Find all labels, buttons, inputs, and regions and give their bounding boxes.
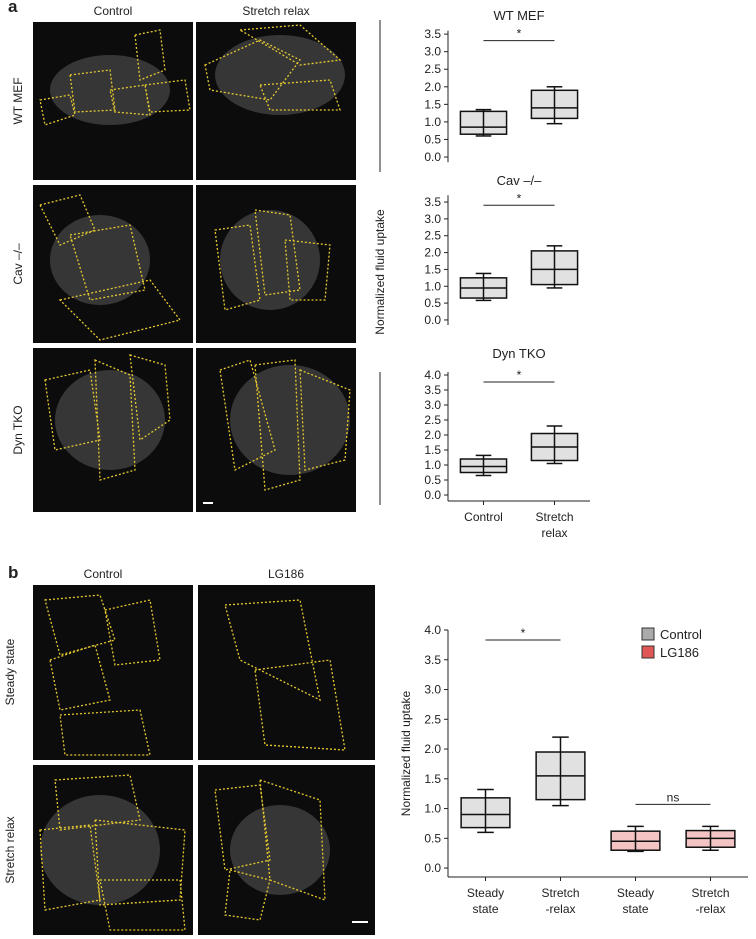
y-axis-label: Normalized fluid uptake — [373, 209, 387, 335]
row-label: Steady state — [3, 638, 17, 705]
y-tick-label: 3.5 — [424, 27, 441, 41]
micrographs-b — [33, 585, 375, 935]
y-tick-label: 0.0 — [424, 313, 441, 327]
x-tick-label: Steady state — [617, 886, 654, 916]
significance-label: * — [521, 626, 526, 640]
y-tick-label: 0.0 — [424, 861, 441, 875]
row-label: Dyn TKO — [11, 405, 25, 454]
y-tick-label: 3.5 — [424, 653, 441, 667]
y-tick-label: 1.5 — [424, 443, 441, 457]
y-tick-label: 2.0 — [424, 742, 441, 756]
y-tick-label: 0.5 — [424, 831, 441, 845]
micrographs-a — [33, 22, 356, 512]
column-label: Control — [84, 567, 123, 581]
y-tick-label: 0.0 — [424, 488, 441, 502]
y-tick-label: 1.0 — [424, 802, 441, 816]
chart-title: Dyn TKO — [492, 346, 545, 361]
y-tick-label: 0.5 — [424, 132, 441, 146]
y-tick-label: 2.5 — [424, 229, 441, 243]
y-tick-label: 3.0 — [424, 398, 441, 412]
column-label: Control — [94, 4, 133, 18]
x-tick-label: Stretch -relax — [691, 886, 729, 916]
column-label: LG186 — [268, 567, 304, 581]
row-label: Stretch relax — [3, 816, 17, 883]
y-tick-label: 2.5 — [424, 413, 441, 427]
column-label: Stretch relax — [242, 4, 309, 18]
legend-swatch — [641, 627, 655, 641]
significance-label: * — [517, 368, 522, 382]
y-tick-label: 4.0 — [424, 368, 441, 382]
y-tick-label: 3.0 — [424, 683, 441, 697]
y-tick-label: 2.5 — [424, 712, 441, 726]
y-tick-label: 1.0 — [424, 279, 441, 293]
x-tick-label: Stretch -relax — [541, 886, 579, 916]
y-tick-label: 0.5 — [424, 473, 441, 487]
y-tick-label: 3.0 — [424, 45, 441, 59]
y-axis-label: Normalized fluid uptake — [399, 690, 413, 816]
y-tick-label: 1.5 — [424, 97, 441, 111]
y-tick-label: 1.5 — [424, 262, 441, 276]
y-tick-label: 2.0 — [424, 80, 441, 94]
y-tick-label: 0.0 — [424, 150, 441, 164]
y-tick-label: 2.0 — [424, 428, 441, 442]
row-label: WT MEF — [11, 77, 25, 124]
significance-label: * — [517, 27, 522, 41]
chart-title: WT MEF — [493, 8, 544, 23]
y-tick-label: 3.0 — [424, 212, 441, 226]
y-tick-label: 4.0 — [424, 623, 441, 637]
x-tick-label: Steady state — [467, 886, 504, 916]
chart-title: Cav –/– — [497, 173, 543, 188]
y-tick-label: 2.0 — [424, 246, 441, 260]
y-tick-label: 0.5 — [424, 296, 441, 310]
legend-swatch — [641, 645, 655, 659]
x-tick-label: Control — [464, 510, 503, 524]
y-tick-label: 1.5 — [424, 772, 441, 786]
y-tick-label: 3.5 — [424, 383, 441, 397]
legend-label: Control — [660, 627, 702, 642]
y-tick-label: 1.0 — [424, 115, 441, 129]
significance-label: ns — [667, 790, 680, 804]
row-label: Cav –/– — [11, 243, 25, 285]
y-tick-label: 3.5 — [424, 195, 441, 209]
significance-label: * — [517, 191, 522, 205]
y-tick-label: 1.0 — [424, 458, 441, 472]
panel-label: b — [8, 563, 18, 582]
x-tick-label: Stretch relax — [535, 510, 573, 540]
panel-label: a — [8, 0, 18, 16]
y-tick-label: 2.5 — [424, 62, 441, 76]
legend-label: LG186 — [660, 645, 699, 660]
